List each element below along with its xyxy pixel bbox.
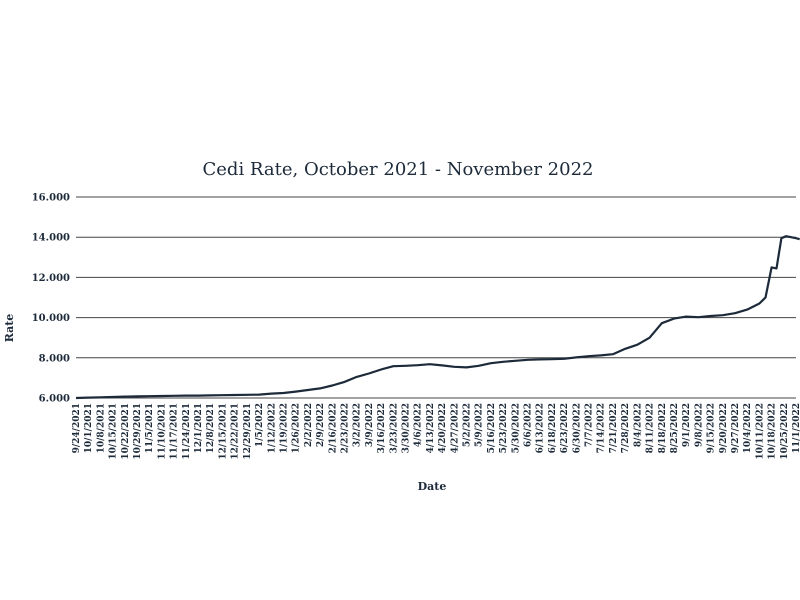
x-tick-label: 9/15/2022 — [707, 403, 717, 453]
x-tick-label: 11/1/2022 — [792, 403, 800, 453]
x-tick-label: 10/18/2022 — [768, 403, 778, 460]
x-tick-label: 3/16/2022 — [377, 403, 387, 453]
y-tick-label: 10.000 — [32, 313, 70, 324]
x-tick-label: 6/6/2022 — [524, 403, 534, 447]
x-tick-label: 9/8/2022 — [694, 403, 704, 447]
x-tick-label: 2/2/2022 — [304, 403, 314, 447]
x-tick-label: 1/12/2022 — [267, 403, 277, 453]
x-tick-label: 11/17/2021 — [170, 403, 180, 460]
x-tick-label: 12/22/2021 — [231, 403, 241, 460]
x-tick-label: 9/24/2021 — [72, 403, 82, 453]
chart-title: Cedi Rate, October 2021 - November 2022 — [203, 159, 594, 180]
gridlines — [76, 196, 796, 399]
x-tick-label: 10/25/2022 — [780, 403, 790, 460]
x-tick-label: 12/8/2021 — [206, 403, 216, 453]
x-tick-label: 9/27/2022 — [731, 403, 741, 453]
x-tick-label: 3/2/2022 — [353, 403, 363, 447]
x-tick-label: 5/23/2022 — [499, 403, 509, 453]
x-tick-label: 10/8/2021 — [96, 403, 106, 453]
series-layer — [75, 235, 800, 400]
x-tick-label: 12/29/2021 — [243, 403, 253, 460]
x-tick-label: 6/30/2022 — [572, 403, 582, 453]
x-tick-label: 12/15/2021 — [218, 403, 228, 460]
x-tick-label: 4/13/2022 — [426, 403, 436, 453]
y-tick-label: 14.000 — [32, 233, 70, 244]
x-tick-label: 10/4/2022 — [743, 403, 753, 453]
x-tick-label: 5/16/2022 — [487, 403, 497, 453]
x-tick-label: 7/14/2022 — [597, 403, 607, 453]
x-axis-label: Date — [418, 480, 447, 493]
x-tick-label: 2/16/2022 — [328, 403, 338, 453]
x-tick-label: 9/1/2022 — [682, 403, 692, 447]
x-tick-label: 12/1/2021 — [194, 403, 204, 453]
x-tick-label: 7/7/2022 — [585, 403, 595, 447]
x-tick-label: 4/27/2022 — [450, 403, 460, 453]
series-line — [75, 235, 800, 400]
x-tick-label: 8/18/2022 — [658, 403, 668, 453]
x-tick-label: 5/30/2022 — [511, 403, 521, 453]
x-tick-label: 4/6/2022 — [414, 403, 424, 447]
x-tick-label: 10/22/2021 — [121, 403, 131, 460]
x-tick-label: 10/11/2022 — [755, 403, 765, 460]
x-tick-label: 2/9/2022 — [316, 403, 326, 447]
x-axis-ticks: 9/24/2021 10/1/2021 10/8/2021 10/15/2021 10/… — [72, 403, 800, 460]
x-tick-label: 3/30/2022 — [401, 403, 411, 453]
x-tick-label: 4/20/2022 — [438, 403, 448, 453]
x-tick-label: 6/18/2022 — [548, 403, 558, 453]
x-tick-label: 3/9/2022 — [365, 403, 375, 447]
y-tick-label: 12.000 — [32, 273, 70, 284]
x-tick-label: 9/20/2022 — [719, 403, 729, 453]
x-tick-label: 11/24/2021 — [182, 403, 192, 460]
x-tick-label: 8/25/2022 — [670, 403, 680, 453]
x-tick-label: 6/23/2022 — [560, 403, 570, 453]
x-tick-label: 11/5/2021 — [145, 403, 155, 453]
x-tick-label: 1/5/2022 — [255, 403, 265, 447]
y-tick-label: 6.000 — [39, 394, 70, 405]
x-tick-label: 5/2/2022 — [463, 403, 473, 447]
x-tick-label: 2/23/2022 — [340, 403, 350, 453]
x-tick-label: 8/4/2022 — [633, 403, 643, 447]
x-tick-label: 11/10/2021 — [157, 403, 167, 460]
x-tick-label: 10/1/2021 — [84, 403, 94, 453]
x-tick-label: 1/26/2022 — [292, 403, 302, 453]
x-tick-label: 7/21/2022 — [609, 403, 619, 453]
y-tick-label: 8.000 — [39, 353, 70, 364]
x-tick-label: 8/11/2022 — [646, 403, 656, 453]
x-tick-label: 5/9/2022 — [475, 403, 485, 447]
y-tick-label: 16.000 — [32, 193, 70, 204]
x-tick-label: 1/19/2022 — [279, 403, 289, 453]
y-axis-label: Rate — [3, 314, 16, 343]
y-axis-ticks: 6.000 8.000 10.000 12.000 14.000 16.000 — [32, 193, 70, 405]
x-tick-label: 3/23/2022 — [389, 403, 399, 453]
x-tick-label: 6/13/2022 — [536, 403, 546, 453]
x-tick-label: 7/28/2022 — [621, 403, 631, 453]
x-tick-label: 10/29/2021 — [133, 403, 143, 460]
x-tick-label: 10/15/2021 — [109, 403, 119, 460]
